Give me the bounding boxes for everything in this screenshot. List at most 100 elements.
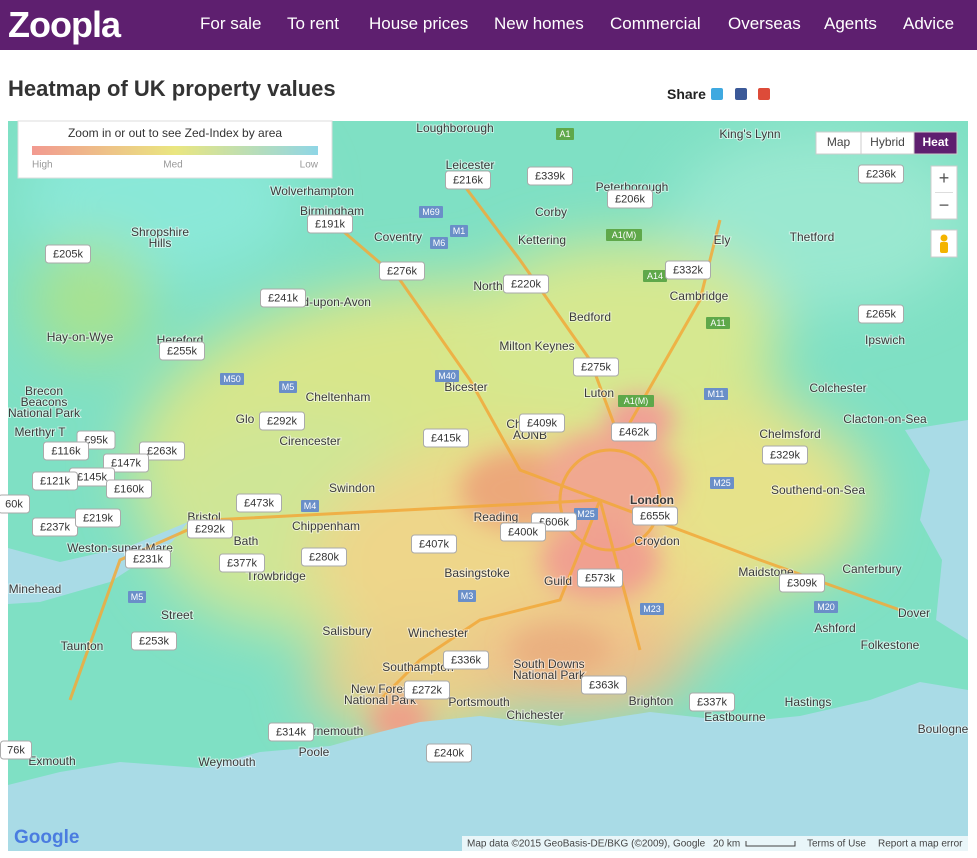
terms-link[interactable]: Terms of Use: [807, 839, 866, 850]
price-label-box[interactable]: [0, 494, 30, 514]
price-label-box[interactable]: [307, 214, 353, 234]
price-label-box[interactable]: [445, 170, 491, 190]
price-label-box[interactable]: [423, 428, 469, 448]
price-label-box[interactable]: [411, 534, 457, 554]
price-label[interactable]: £280k: [309, 551, 339, 563]
price-label-box[interactable]: [573, 357, 619, 377]
price-label[interactable]: £237k: [40, 521, 70, 533]
price-label-box[interactable]: [443, 650, 489, 670]
price-label[interactable]: £336k: [451, 654, 481, 666]
price-label[interactable]: £160k: [114, 483, 144, 495]
price-label[interactable]: £309k: [787, 577, 817, 589]
price-label-box[interactable]: [519, 413, 565, 433]
nav-item[interactable]: To rent: [287, 14, 339, 33]
price-label[interactable]: £329k: [770, 449, 800, 461]
price-label[interactable]: £220k: [511, 278, 541, 290]
price-label[interactable]: £263k: [147, 445, 177, 457]
nav-item[interactable]: New homes: [494, 14, 584, 33]
price-label-box[interactable]: [500, 522, 546, 542]
price-label-box[interactable]: [260, 288, 306, 308]
price-label-box[interactable]: [125, 549, 171, 569]
price-label[interactable]: £116k: [51, 445, 81, 457]
map-type-button[interactable]: [913, 131, 958, 155]
price-label-box[interactable]: [268, 722, 314, 742]
price-label-box[interactable]: [503, 274, 549, 294]
price-label-box[interactable]: [159, 341, 205, 361]
price-label[interactable]: £147k: [111, 457, 141, 469]
nav-item[interactable]: House prices: [369, 14, 469, 33]
price-label-box[interactable]: [607, 189, 653, 209]
price-label[interactable]: £332k: [673, 264, 703, 276]
price-label[interactable]: £462k: [619, 426, 649, 438]
price-label[interactable]: £409k: [527, 417, 557, 429]
price-label[interactable]: £655k: [640, 510, 670, 522]
nav-item[interactable]: Advice: [903, 14, 955, 33]
price-label-box[interactable]: [43, 441, 89, 461]
price-label[interactable]: £276k: [387, 265, 417, 277]
price-label-box[interactable]: [259, 411, 305, 431]
price-label[interactable]: £606k: [539, 516, 569, 528]
report-link[interactable]: Report a map error: [878, 839, 963, 850]
price-label-box[interactable]: [75, 508, 121, 528]
price-label-box[interactable]: [131, 631, 177, 651]
map-type-label[interactable]: Hybrid: [870, 135, 905, 149]
zoom-out[interactable]: −: [939, 195, 950, 215]
price-label-box[interactable]: [632, 506, 678, 526]
price-label[interactable]: £415k: [431, 432, 461, 444]
price-label-box[interactable]: [103, 453, 149, 473]
zoom-in[interactable]: +: [939, 168, 950, 188]
price-label-box[interactable]: [577, 568, 623, 588]
price-label-box[interactable]: [611, 422, 657, 442]
price-label[interactable]: £275k: [581, 361, 611, 373]
price-label-box[interactable]: [301, 547, 347, 567]
price-label[interactable]: £191k: [315, 218, 345, 230]
nav-item[interactable]: Overseas: [728, 14, 801, 33]
price-label[interactable]: £241k: [268, 292, 298, 304]
price-label-box[interactable]: [187, 519, 233, 539]
price-label-box[interactable]: [106, 479, 152, 499]
price-label-box[interactable]: [32, 471, 78, 491]
nav-item[interactable]: Commercial: [610, 14, 701, 33]
price-label-box[interactable]: [858, 164, 904, 184]
twitter-icon[interactable]: [711, 88, 723, 100]
price-label[interactable]: £400k: [508, 526, 538, 538]
price-label[interactable]: £292k: [267, 415, 297, 427]
price-label-box[interactable]: [527, 166, 573, 186]
price-label-box[interactable]: [581, 675, 627, 695]
price-label[interactable]: 76k: [7, 744, 25, 756]
price-label[interactable]: £205k: [53, 248, 83, 260]
price-label-box[interactable]: [665, 260, 711, 280]
price-label-box[interactable]: [0, 740, 32, 760]
logo[interactable]: Zoopla: [8, 4, 121, 45]
price-label[interactable]: £339k: [535, 170, 565, 182]
price-label-box[interactable]: [689, 692, 735, 712]
price-label[interactable]: 60k: [5, 498, 23, 510]
price-label[interactable]: £337k: [697, 696, 727, 708]
price-label[interactable]: £219k: [83, 512, 113, 524]
price-label[interactable]: £240k: [434, 747, 464, 759]
price-label-box[interactable]: [426, 743, 472, 763]
facebook-icon[interactable]: [735, 88, 747, 100]
price-label[interactable]: £231k: [133, 553, 163, 565]
price-label-box[interactable]: [139, 441, 185, 461]
price-label[interactable]: £255k: [167, 345, 197, 357]
price-label[interactable]: £216k: [453, 174, 483, 186]
price-label-box[interactable]: [858, 304, 904, 324]
price-label[interactable]: £292k: [195, 523, 225, 535]
map-type-label[interactable]: Map: [827, 135, 851, 149]
price-label-box[interactable]: [45, 244, 91, 264]
price-label[interactable]: £377k: [227, 557, 257, 569]
price-label[interactable]: £206k: [615, 193, 645, 205]
nav-item[interactable]: Agents: [824, 14, 877, 33]
price-label[interactable]: £265k: [866, 308, 896, 320]
price-label-box[interactable]: [379, 261, 425, 281]
price-label[interactable]: £473k: [244, 497, 274, 509]
price-label[interactable]: £314k: [276, 726, 306, 738]
map-type-label[interactable]: Heat: [922, 135, 948, 149]
googleplus-icon[interactable]: [758, 88, 770, 100]
nav-item[interactable]: For sale: [200, 14, 262, 33]
price-label[interactable]: £121k: [40, 475, 70, 487]
price-label[interactable]: £407k: [419, 538, 449, 550]
price-label[interactable]: £272k: [412, 684, 442, 696]
